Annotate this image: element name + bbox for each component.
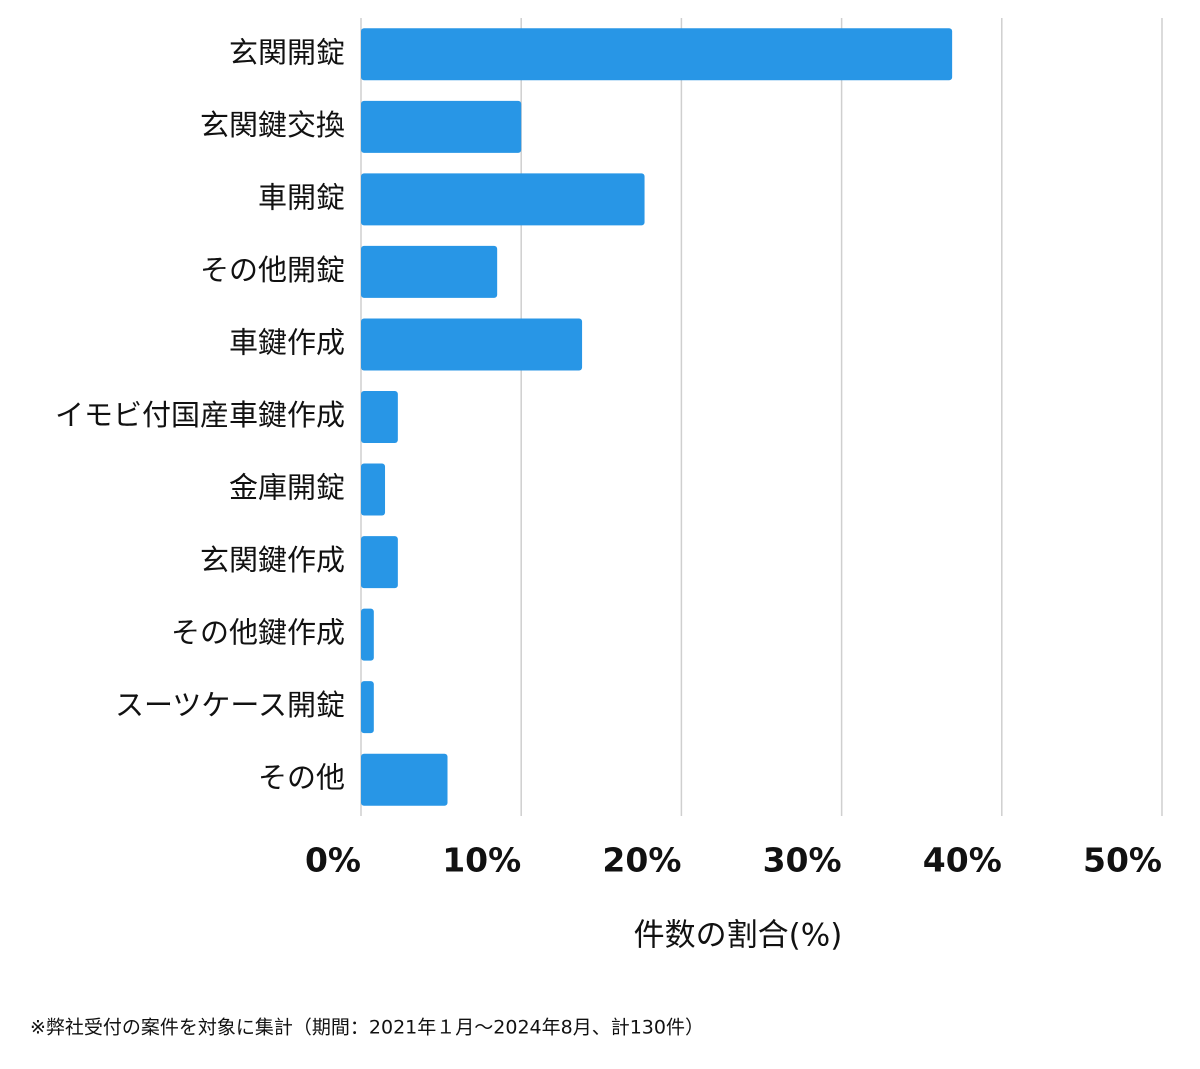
bar — [361, 753, 448, 806]
x-tick-label: 40% — [923, 841, 1002, 880]
bar — [361, 245, 498, 298]
y-tick-label: その他開錠 — [200, 253, 345, 287]
x-tick-label: 0% — [305, 841, 361, 880]
y-tick-label: イモビ付国産車鍵作成 — [55, 398, 345, 432]
y-tick-label: 玄関鍵交換 — [200, 108, 345, 142]
bar — [361, 681, 374, 734]
y-tick-label: その他鍵作成 — [171, 616, 345, 650]
x-tick-label: 30% — [763, 841, 842, 880]
x-tick-label: 20% — [602, 841, 681, 880]
y-tick-label: その他 — [258, 761, 345, 795]
y-tick-label: 車鍵作成 — [229, 325, 345, 359]
x-tick-label: 10% — [442, 841, 521, 880]
bar — [361, 318, 583, 371]
y-tick-label: 車開錠 — [258, 180, 345, 214]
x-tick-label: 50% — [1083, 841, 1162, 880]
y-tick-label: 金庫開錠 — [229, 471, 345, 505]
y-tick-label: 玄関鍵作成 — [200, 543, 345, 577]
bar — [361, 28, 953, 81]
bar — [361, 391, 398, 443]
bar — [361, 463, 386, 516]
x-axis-title: 件数の割合(%) — [634, 918, 843, 954]
bar — [361, 536, 398, 589]
bar — [361, 173, 645, 226]
bar — [361, 100, 522, 153]
footnote: ※弊社受付の案件を対象に集計（期間：2021年１月〜2024年8月、計130件） — [30, 1017, 704, 1039]
y-tick-label: スーツケース開錠 — [115, 688, 345, 722]
y-tick-label: 玄関開錠 — [229, 35, 345, 69]
bar — [361, 608, 374, 661]
